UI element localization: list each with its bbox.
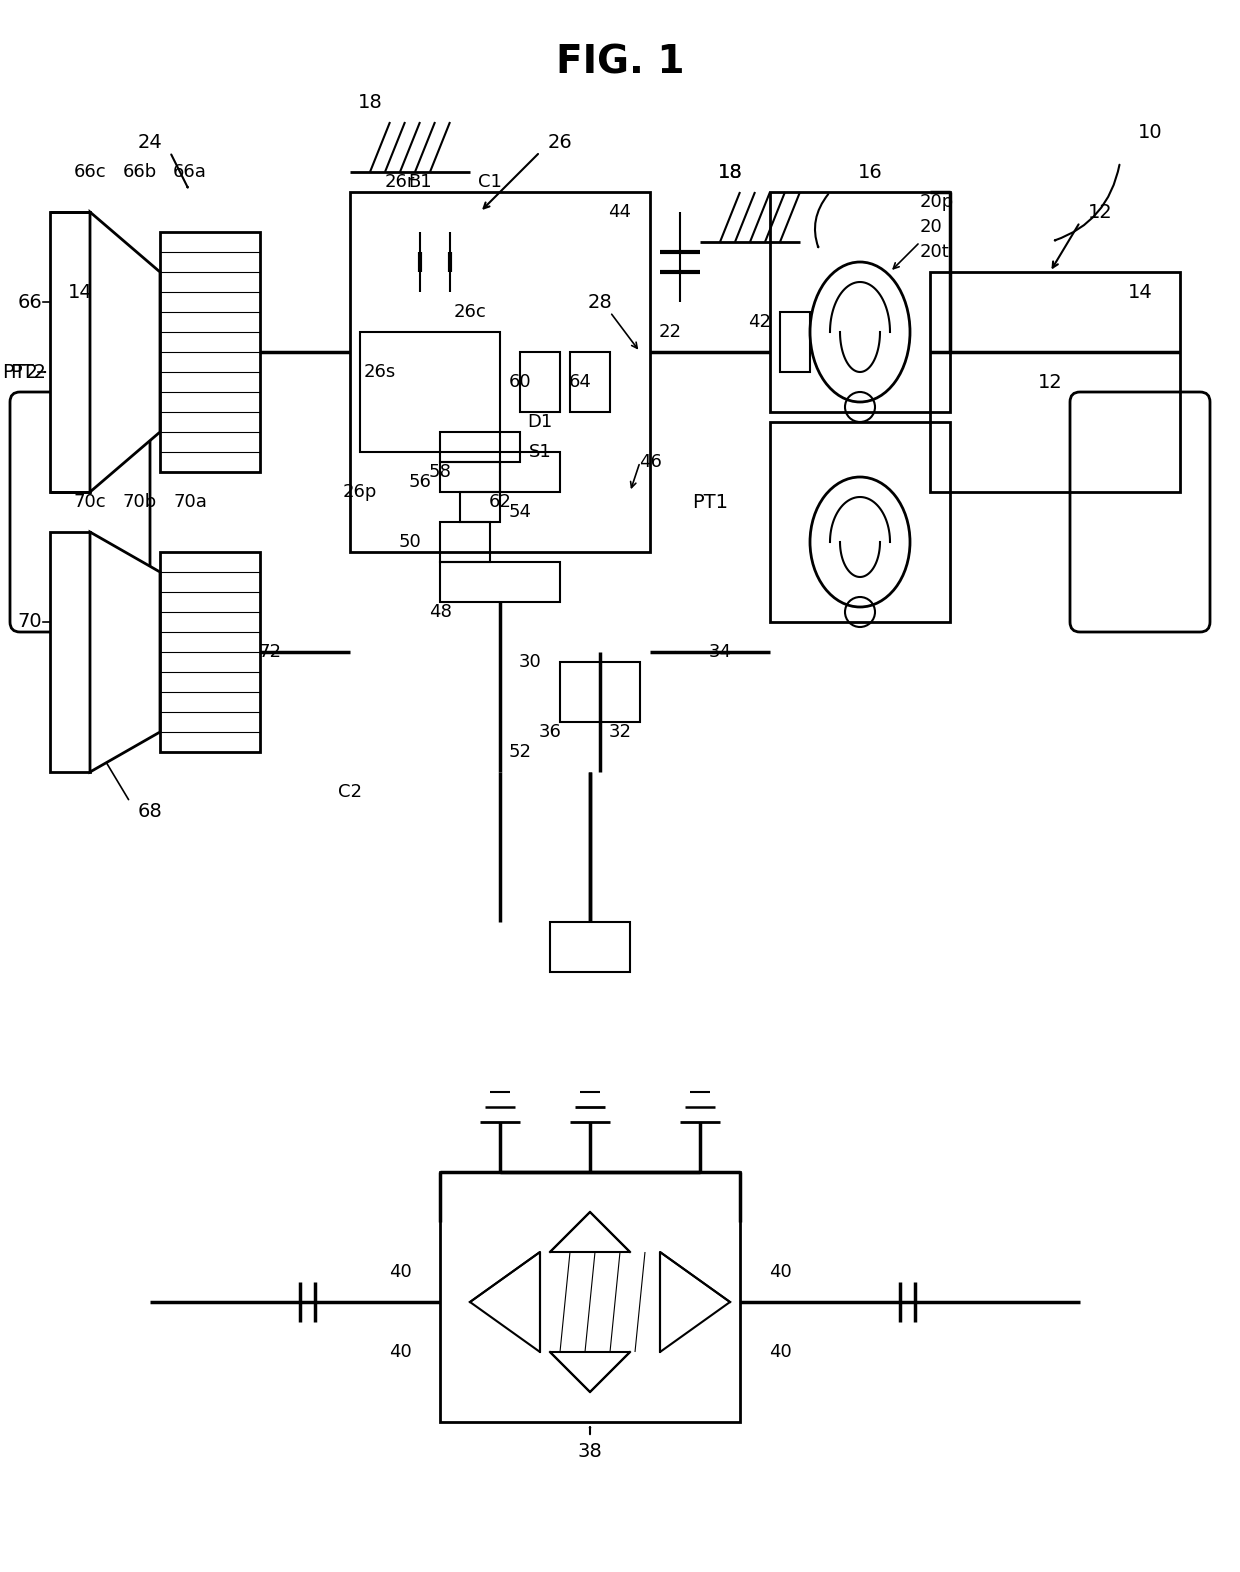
Bar [440, 563, 560, 602]
Text: 52: 52 [508, 744, 532, 761]
Bar [560, 662, 640, 722]
FancyArrowPatch shape [171, 154, 187, 187]
Bar [500, 453, 560, 492]
Bar [440, 462, 500, 492]
Text: 66a: 66a [174, 163, 207, 181]
Text: 26: 26 [548, 132, 573, 151]
Bar [551, 923, 630, 971]
Text: PT2: PT2 [10, 363, 46, 382]
Polygon shape [551, 1212, 630, 1251]
Text: 14: 14 [1127, 283, 1152, 302]
Bar [440, 432, 520, 462]
Text: PT2: PT2 [2, 363, 38, 382]
Text: 34: 34 [708, 643, 732, 660]
Text: 12: 12 [1087, 203, 1112, 222]
Text: 22: 22 [658, 322, 682, 341]
Text: 46: 46 [639, 453, 661, 472]
Bar [350, 192, 650, 552]
Text: 50: 50 [398, 533, 422, 552]
Text: 26c: 26c [454, 303, 486, 321]
Text: 66c: 66c [73, 163, 107, 181]
Bar [460, 492, 500, 522]
Bar [50, 531, 91, 772]
Text: 18: 18 [357, 93, 382, 112]
Bar [360, 332, 500, 453]
Bar [930, 272, 1180, 492]
Polygon shape [660, 1251, 730, 1352]
Text: 38: 38 [578, 1443, 603, 1462]
Text: 16: 16 [858, 162, 883, 181]
Text: 60: 60 [508, 373, 531, 391]
Text: 12: 12 [1038, 373, 1063, 391]
Text: 68: 68 [138, 802, 162, 822]
Text: C2: C2 [339, 783, 362, 802]
Text: 56: 56 [408, 473, 432, 490]
Text: B1: B1 [408, 173, 432, 192]
Text: 20p: 20p [920, 193, 955, 211]
Text: 54: 54 [508, 503, 532, 520]
Text: 70c: 70c [73, 494, 107, 511]
Text: FIG. 1: FIG. 1 [556, 42, 684, 82]
Text: 40: 40 [769, 1342, 791, 1361]
Text: 66: 66 [17, 292, 42, 311]
Text: 42: 42 [749, 313, 771, 332]
Bar [520, 352, 560, 412]
Text: 28: 28 [588, 292, 613, 311]
Bar [50, 212, 91, 492]
FancyArrowPatch shape [103, 756, 129, 800]
Bar [780, 311, 810, 373]
Text: 18: 18 [718, 162, 743, 181]
Text: 40: 40 [388, 1262, 412, 1281]
Text: 70a: 70a [174, 494, 207, 511]
Bar [770, 421, 950, 623]
FancyArrowPatch shape [815, 195, 828, 247]
Text: 30: 30 [518, 652, 542, 671]
Text: 44: 44 [609, 203, 631, 222]
Text: 48: 48 [429, 604, 451, 621]
Text: 18: 18 [718, 162, 743, 181]
Polygon shape [91, 531, 160, 772]
Bar [770, 192, 950, 412]
Text: 20t: 20t [920, 244, 950, 261]
Text: 10: 10 [1137, 123, 1162, 141]
Text: 62: 62 [489, 494, 511, 511]
Bar [570, 352, 610, 412]
Text: 24: 24 [138, 132, 162, 151]
Polygon shape [551, 1352, 630, 1391]
Bar [160, 552, 260, 751]
Text: C1: C1 [479, 173, 502, 192]
Text: 70b: 70b [123, 494, 157, 511]
Text: D1: D1 [527, 413, 553, 431]
Text: 66b: 66b [123, 163, 157, 181]
Text: 40: 40 [769, 1262, 791, 1281]
Text: 20: 20 [920, 219, 942, 236]
Text: 40: 40 [388, 1342, 412, 1361]
Text: S1: S1 [528, 443, 552, 461]
FancyArrowPatch shape [1055, 165, 1120, 241]
Polygon shape [91, 212, 160, 492]
Text: 14: 14 [68, 283, 92, 302]
Text: 72: 72 [258, 643, 281, 660]
Text: 36: 36 [538, 723, 562, 740]
Text: 32: 32 [609, 723, 631, 740]
Polygon shape [470, 1251, 539, 1352]
Text: 26r: 26r [384, 173, 415, 192]
Bar [440, 1173, 740, 1423]
Bar [440, 522, 490, 563]
Bar [160, 233, 260, 472]
Text: 58: 58 [429, 464, 451, 481]
Text: 70: 70 [17, 613, 42, 632]
Text: 26s: 26s [363, 363, 396, 380]
Text: 26p: 26p [342, 483, 377, 501]
Text: PT1: PT1 [692, 492, 728, 511]
Text: 64: 64 [569, 373, 591, 391]
